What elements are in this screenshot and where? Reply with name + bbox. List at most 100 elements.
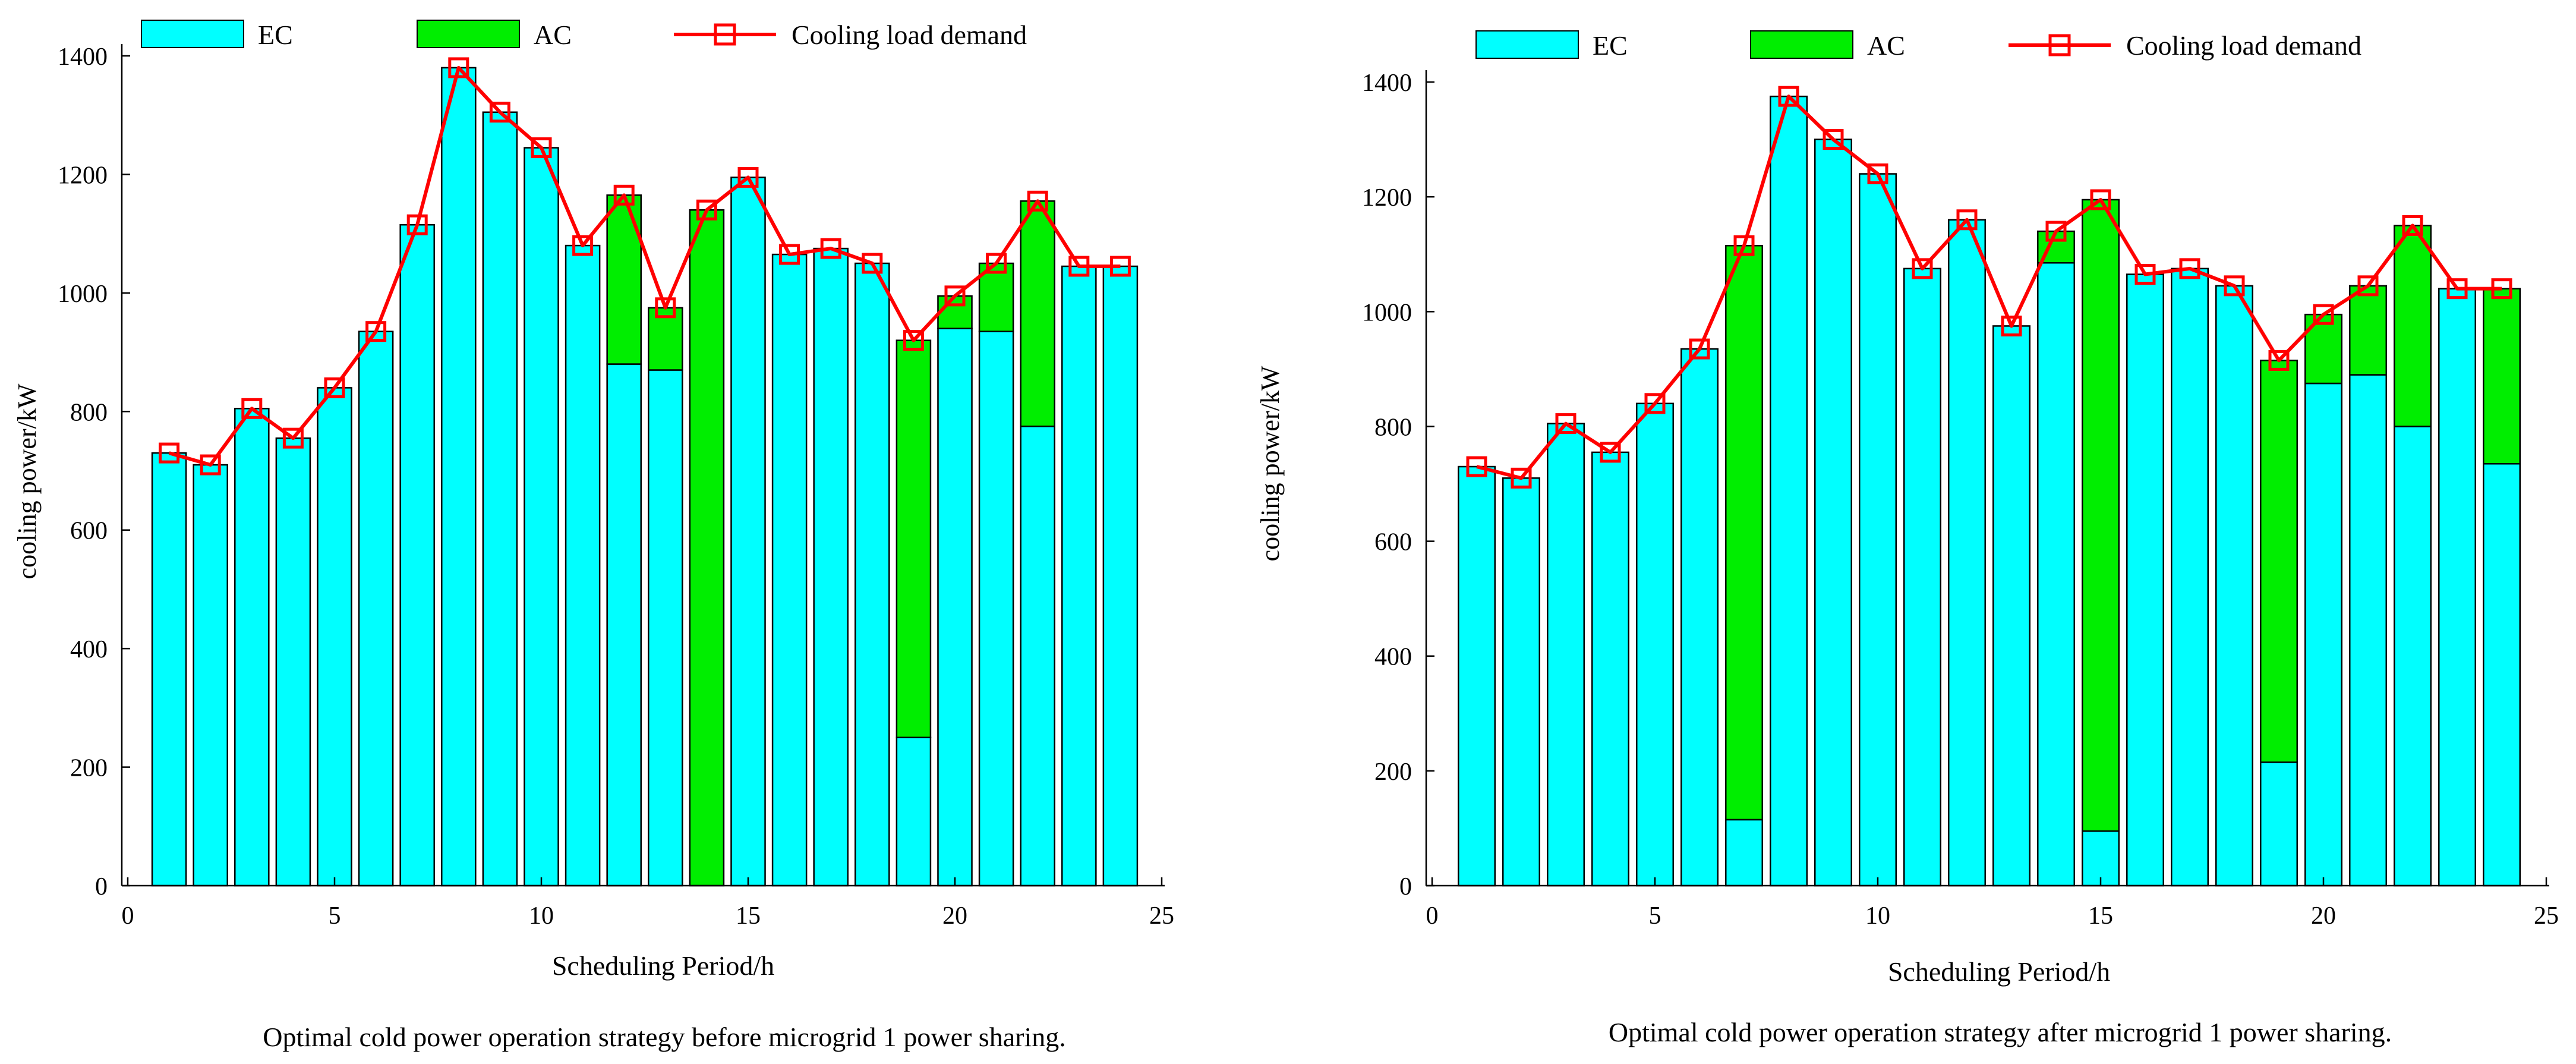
caption-after: Optimal cold power operation strategy af… (1609, 1017, 2392, 1047)
demand-point-after-21 (2357, 275, 2379, 297)
bar-ec-after-24 (2483, 462, 2521, 887)
legend-ec-label-before: EC (258, 20, 293, 50)
bar-ec-before-16 (771, 253, 808, 887)
demand-point-after-20 (2313, 304, 2334, 325)
bar-ec-after-4 (1591, 451, 1629, 887)
x-tick-label-before-25: 25 (1149, 902, 1174, 930)
demand-point-after-6 (1689, 338, 1710, 360)
bar-ec-before-6 (358, 330, 394, 887)
bar-ec-before-24 (1102, 265, 1139, 887)
demand-point-after-24 (2491, 278, 2512, 300)
x-tick-label-before-5: 5 (329, 902, 341, 930)
y-tick-label-after-600: 600 (1374, 529, 1412, 556)
bar-ec-before-12 (606, 363, 642, 887)
y-tick-label-before-1000: 1000 (58, 281, 108, 308)
demand-point-after-5 (1644, 393, 1666, 414)
demand-point-after-23 (2446, 278, 2468, 300)
demand-point-before-24 (1109, 256, 1131, 277)
demand-point-before-16 (779, 244, 800, 265)
y-tick-label-after-0: 0 (1399, 873, 1412, 901)
bar-ec-after-13 (1992, 325, 2030, 887)
bar-ec-after-2 (1502, 477, 1540, 887)
bar-ec-before-7 (399, 223, 435, 887)
bar-ec-before-5 (317, 387, 352, 887)
demand-point-before-1 (159, 442, 180, 464)
legend-ec-swatch-before (141, 20, 244, 48)
demand-point-before-20 (944, 285, 966, 307)
demand-point-before-15 (737, 166, 759, 188)
demand-point-after-12 (1956, 209, 1978, 231)
demand-point-before-21 (986, 253, 1007, 274)
bar-ac-before-20 (937, 295, 973, 329)
y-tick-label-before-1200: 1200 (58, 162, 108, 189)
demand-point-before-11 (572, 235, 594, 256)
bar-ec-before-17 (813, 247, 849, 887)
legend-demand-label-before: Cooling load demand (792, 20, 1027, 50)
x-tick-label-before-0: 0 (122, 902, 134, 930)
legend-ac-swatch-after (1750, 30, 1853, 59)
demand-point-before-18 (862, 253, 883, 274)
bar-ec-before-23 (1061, 265, 1097, 887)
bar-ec-after-18 (2215, 285, 2253, 887)
y-tick-label-before-400: 400 (70, 636, 108, 663)
demand-point-after-4 (1600, 442, 1621, 463)
y-tick-label-after-1000: 1000 (1362, 299, 1412, 326)
bar-ec-before-20 (937, 328, 973, 887)
demand-line-before (168, 65, 1121, 467)
demand-point-after-7 (1733, 235, 1755, 256)
demand-point-after-15 (2090, 189, 2111, 210)
y-axis-label-after: cooling power/kW (1256, 366, 1285, 561)
y-tick-label-before-1400: 1400 (58, 43, 108, 71)
x-tick-label-after-15: 15 (2088, 902, 2113, 930)
bar-ec-after-15 (2082, 830, 2120, 887)
chart-after-sharing: 0 200 400 600 800 1000 1200 1400 0 5 10 15 20 25 EC A… (1256, 30, 2559, 1047)
bar-ec-after-8 (1770, 95, 1808, 887)
x-axis-label-before: Scheduling Period/h (552, 950, 774, 981)
bar-ec-before-9 (482, 111, 518, 887)
bar-ec-after-11 (1903, 267, 1941, 887)
bar-ec-after-19 (2260, 761, 2298, 887)
demand-point-before-14 (696, 199, 717, 221)
bar-ec-before-19 (896, 736, 932, 887)
bar-ec-after-5 (1636, 402, 1674, 887)
demand-point-after-1 (1466, 456, 1487, 477)
bar-ac-after-21 (2349, 285, 2387, 376)
bar-ac-before-22 (1020, 200, 1055, 427)
bar-ec-after-7 (1725, 819, 1763, 887)
demand-point-before-4 (282, 427, 304, 449)
x-tick-label-before-10: 10 (529, 902, 554, 930)
bar-ec-after-21 (2349, 374, 2387, 887)
legend-ac-label-before: AC (534, 20, 572, 50)
x-tick-label-after-20: 20 (2311, 902, 2336, 930)
demand-point-before-22 (1027, 190, 1048, 212)
demand-point-after-16 (2134, 264, 2156, 285)
y-tick-label-before-0: 0 (95, 873, 108, 901)
demand-point-after-8 (1778, 86, 1799, 107)
demand-point-before-19 (903, 330, 924, 351)
bar-ec-before-13 (648, 369, 683, 887)
demand-point-before-9 (489, 102, 510, 123)
legend-ac-swatch-before (417, 20, 520, 48)
demand-point-after-14 (2045, 221, 2067, 242)
demand-point-before-23 (1068, 256, 1090, 277)
legend-demand-marker-after (2048, 34, 2071, 56)
x-tick-label-before-20: 20 (942, 902, 967, 930)
bar-ec-after-14 (2037, 262, 2075, 887)
bar-ec-after-22 (2394, 426, 2432, 887)
legend-before: EC AC Cooling load demand (141, 20, 1027, 50)
y-tick-label-before-800: 800 (70, 399, 108, 426)
bar-ac-after-22 (2394, 225, 2432, 427)
bar-ac-before-21 (978, 262, 1014, 332)
bar-ec-after-1 (1458, 465, 1496, 887)
bar-ec-after-12 (1948, 219, 1986, 887)
demand-point-after-10 (1867, 163, 1888, 185)
bar-ec-before-3 (234, 408, 270, 887)
chart-before-sharing: 0 200 400 600 800 1000 1200 1400 0 5 10 15 20 25 EC A… (12, 20, 1174, 1052)
bar-ac-after-24 (2483, 288, 2521, 465)
legend-demand-marker-before (714, 23, 736, 46)
y-axis-label-before: cooling power/kW (12, 383, 42, 579)
bar-ec-after-6 (1680, 348, 1719, 887)
bar-ec-before-10 (524, 147, 559, 887)
demand-point-before-5 (324, 377, 345, 398)
